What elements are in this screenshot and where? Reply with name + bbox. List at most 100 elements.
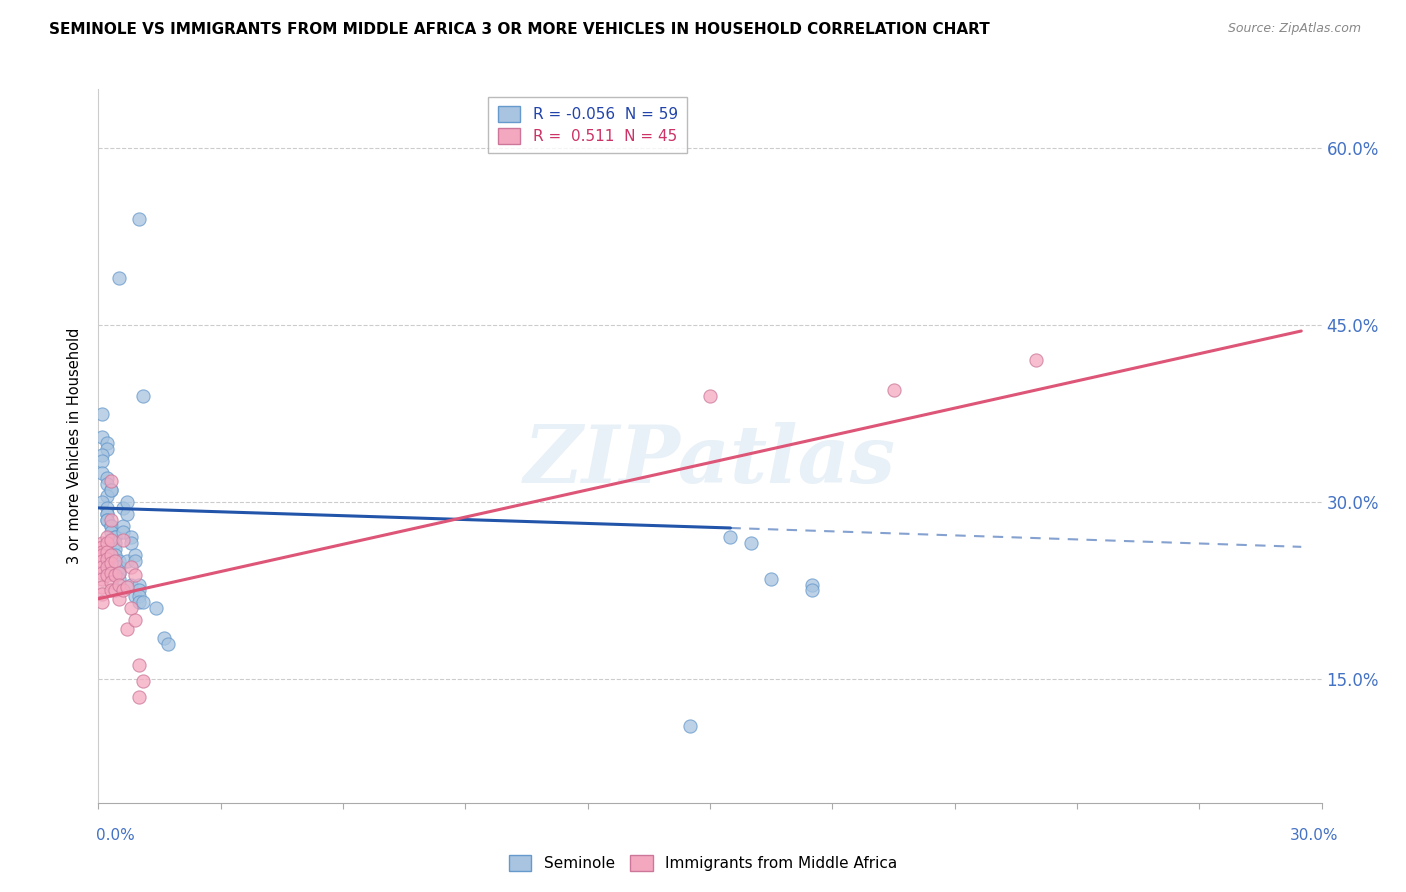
Point [115,623,138,637]
Point [91,572,114,586]
Point [128,595,150,609]
Point [96,544,118,558]
Point [111,533,134,547]
Point [108,566,131,580]
Point [124,568,146,582]
Point [91,454,114,468]
Point [100,533,122,547]
Point [91,587,114,601]
Point [108,566,131,580]
Point [104,530,127,544]
Point [128,690,150,704]
Point [128,211,150,226]
Point [96,568,118,582]
Point [108,560,131,574]
Point [152,631,174,645]
Point [96,436,118,450]
Legend: R = -0.056  N = 59, R =  0.511  N = 45: R = -0.056 N = 59, R = 0.511 N = 45 [488,97,688,153]
Point [111,500,134,515]
Point [91,466,114,480]
Point [96,530,118,544]
Point [108,271,131,285]
Point [679,719,702,733]
Point [91,430,114,444]
Point [108,591,131,606]
Point [91,544,114,558]
Point [91,448,114,462]
Point [100,557,122,571]
Point [91,536,114,550]
Point [104,530,127,544]
Point [1025,353,1047,368]
Text: Source: ZipAtlas.com: Source: ZipAtlas.com [1227,22,1361,36]
Point [91,540,114,554]
Point [115,554,138,568]
Point [91,566,114,580]
Legend: Seminole, Immigrants from Middle Africa: Seminole, Immigrants from Middle Africa [502,849,904,877]
Point [96,477,118,491]
Point [120,601,142,615]
Point [128,577,150,591]
Point [100,483,122,498]
Text: 0.0%: 0.0% [96,829,135,843]
Point [115,580,138,594]
Point [96,513,118,527]
Point [699,389,721,403]
Point [104,542,127,557]
Point [132,674,155,689]
Point [740,536,762,550]
Point [96,536,118,550]
Point [96,560,118,574]
Point [801,577,824,591]
Point [115,495,138,509]
Point [96,489,118,503]
Point [108,577,131,591]
Point [100,575,122,590]
Point [883,383,905,397]
Text: 30.0%: 30.0% [1291,829,1339,843]
Point [91,560,114,574]
Point [91,595,114,609]
Point [132,389,155,403]
Point [720,530,742,544]
Point [761,572,783,586]
Y-axis label: 3 or more Vehicles in Household: 3 or more Vehicles in Household [67,328,83,564]
Point [91,580,114,594]
Point [111,524,134,539]
Point [128,583,150,598]
Text: ZIPatlas: ZIPatlas [524,422,896,499]
Point [96,513,118,527]
Point [111,518,134,533]
Point [100,583,122,598]
Point [124,590,146,604]
Point [96,500,118,515]
Point [104,548,127,562]
Text: SEMINOLE VS IMMIGRANTS FROM MIDDLE AFRICA 3 OR MORE VEHICLES IN HOUSEHOLD CORREL: SEMINOLE VS IMMIGRANTS FROM MIDDLE AFRIC… [49,22,990,37]
Point [120,560,142,574]
Point [100,566,122,580]
Point [108,572,131,586]
Point [120,536,142,550]
Point [96,507,118,521]
Point [132,595,155,609]
Point [124,554,146,568]
Point [128,657,150,672]
Point [100,474,122,488]
Point [91,554,114,568]
Point [96,551,118,566]
Point [100,518,122,533]
Point [120,530,142,544]
Point [96,442,118,456]
Point [104,554,127,568]
Point [100,483,122,498]
Point [108,554,131,568]
Point [96,507,118,521]
Point [124,548,146,562]
Point [115,507,138,521]
Point [91,407,114,421]
Point [104,583,127,598]
Point [100,513,122,527]
Point [124,613,146,627]
Point [104,568,127,582]
Point [96,471,118,485]
